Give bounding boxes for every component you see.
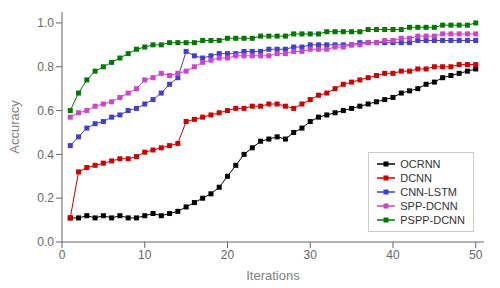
svg-text:20: 20 bbox=[221, 248, 235, 262]
html-text:CNN-LSTM: CNN-LSTM bbox=[400, 186, 457, 198]
html-text:SPP-DCNN: SPP-DCNN bbox=[400, 200, 458, 212]
svg-text:Accuracy: Accuracy bbox=[8, 100, 22, 154]
svg-text:0.8: 0.8 bbox=[37, 60, 54, 74]
svg-text:0.0: 0.0 bbox=[37, 235, 54, 249]
html-text:PSPP-DCNN: PSPP-DCNN bbox=[400, 214, 465, 226]
svg-text:0: 0 bbox=[59, 248, 66, 262]
svg-text:0.6: 0.6 bbox=[37, 104, 54, 118]
html-text:DCNN: DCNN bbox=[400, 172, 432, 184]
svg-text:40: 40 bbox=[386, 248, 400, 262]
svg-text:1.0: 1.0 bbox=[37, 16, 54, 30]
svg-text:50: 50 bbox=[469, 248, 483, 262]
svg-text:0.4: 0.4 bbox=[37, 148, 54, 162]
html-text:OCRNN: OCRNN bbox=[400, 158, 441, 170]
svg-text:0.2: 0.2 bbox=[37, 191, 54, 205]
svg-text:10: 10 bbox=[138, 248, 152, 262]
svg-text:30: 30 bbox=[304, 248, 318, 262]
svg-text:Iterations: Iterations bbox=[246, 268, 300, 283]
